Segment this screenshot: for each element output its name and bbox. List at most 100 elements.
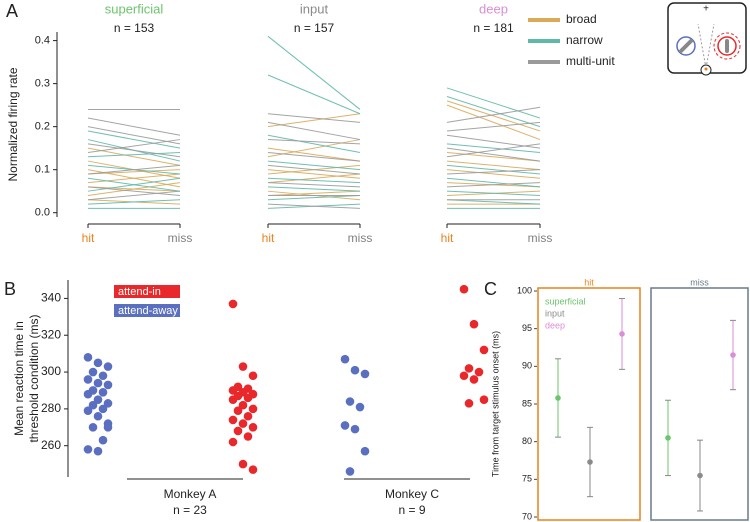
rt-point [243, 393, 253, 403]
legend-label: broad [566, 12, 597, 26]
group-count: n = 9 [398, 503, 425, 517]
y-axis-label: Time from target stimulus onset (ms) [490, 331, 500, 477]
legend-label: superficial [545, 296, 586, 306]
group-title: deep [479, 1, 508, 16]
unit-line [446, 169, 541, 179]
rt-point [248, 422, 258, 432]
unit-line [446, 143, 541, 153]
unit-line [446, 147, 541, 162]
rt-point [464, 399, 474, 408]
group-name: Monkey A [164, 487, 217, 501]
unit-line [446, 121, 541, 132]
y-tick-label: 95 [522, 323, 532, 333]
y-tick-label: 320 [41, 327, 61, 341]
legend-label: input [545, 308, 565, 318]
rt-point [238, 459, 248, 469]
legend-label: attend-away [118, 305, 178, 317]
unit-line [267, 113, 361, 128]
unit-line [267, 194, 361, 201]
y-axis-label: threshold condition (ms) [27, 314, 41, 442]
y-tick-label: 280 [41, 401, 61, 415]
unit-line [87, 139, 181, 153]
panel-label: C [484, 279, 497, 299]
unit-line [446, 87, 541, 119]
rt-point [248, 371, 258, 381]
rt-point [93, 446, 103, 456]
unit-line [87, 130, 181, 149]
rt-point [228, 437, 238, 447]
unit-line [446, 199, 541, 205]
unit-line [267, 147, 361, 162]
rt-point [228, 395, 238, 404]
rt-point [238, 419, 248, 428]
rt-point [83, 375, 93, 384]
group-title: input [300, 1, 329, 16]
rt-point [350, 365, 360, 375]
y-tick-label: 0.4 [35, 35, 50, 47]
y-tick-label: 90 [522, 361, 532, 371]
rt-point [88, 422, 98, 432]
rt-point [479, 345, 489, 355]
panel-frame [650, 287, 749, 521]
unit-line [267, 186, 361, 192]
mean-point [665, 435, 671, 441]
rt-point [459, 284, 469, 294]
unit-line [446, 104, 541, 141]
unit-line [267, 113, 361, 123]
y-axis-label: Normalized firing rate [6, 67, 20, 181]
rt-point [83, 389, 93, 399]
rt-point [88, 400, 98, 410]
rt-point [474, 367, 484, 377]
y-tick-label: 0.1 [35, 164, 50, 176]
mean-point [587, 459, 593, 465]
rt-point [228, 299, 238, 309]
unit-line [267, 35, 361, 110]
unit-line [446, 106, 541, 123]
unit-line [267, 182, 361, 188]
unit-line [87, 169, 181, 175]
rt-point [83, 406, 93, 416]
rt-point [469, 375, 479, 384]
rt-point [464, 364, 474, 373]
unit-line [267, 203, 361, 209]
rt-point [340, 354, 350, 364]
unit-line [87, 117, 181, 136]
y-tick-label: 80 [522, 436, 532, 446]
legend-label: multi-unit [566, 54, 615, 68]
unit-line [87, 177, 181, 192]
y-tick-label: 100 [517, 285, 532, 295]
x-tick-label: miss [168, 231, 193, 245]
mean-point [730, 352, 736, 358]
group-title: superficial [105, 1, 164, 16]
rt-point [233, 426, 243, 436]
y-axis-label: Mean reaction time in [12, 321, 26, 436]
rt-point [238, 362, 248, 371]
x-tick-label: miss [528, 231, 553, 245]
rt-point [238, 400, 248, 410]
panel-label: B [4, 279, 16, 299]
y-tick-label: 340 [41, 291, 61, 305]
rt-point [360, 369, 370, 379]
unit-line [267, 169, 361, 179]
unit-line [87, 199, 181, 205]
rt-point [228, 415, 238, 425]
rt-point [98, 388, 108, 397]
unit-line [446, 160, 541, 171]
mean-point [697, 472, 703, 479]
rt-point [228, 386, 238, 395]
rt-point [243, 432, 253, 441]
unit-line [87, 143, 181, 158]
rt-point [360, 446, 370, 456]
y-tick-label: 0.0 [35, 207, 50, 219]
rt-point [345, 397, 355, 406]
unit-line [446, 100, 541, 132]
rt-point [98, 435, 108, 445]
unit-line [267, 121, 361, 141]
rt-point [103, 422, 113, 432]
rt-point [479, 395, 489, 404]
svg-text:+: + [703, 4, 709, 15]
unit-line [87, 147, 181, 166]
unit-line [446, 182, 541, 188]
y-tick-label: 0.3 [35, 78, 50, 90]
group-count: n = 157 [294, 21, 335, 35]
